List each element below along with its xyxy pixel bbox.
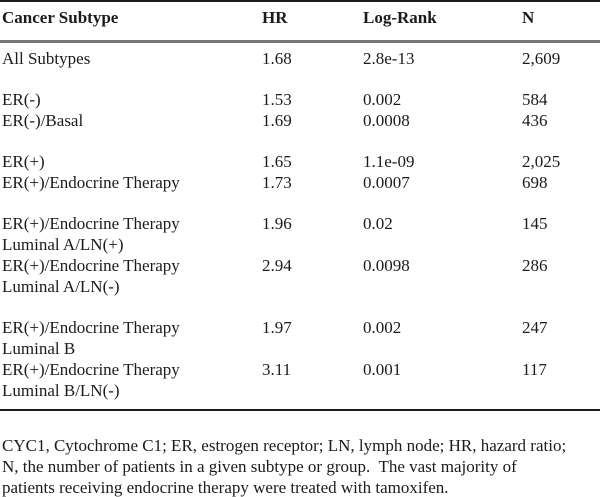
footnote-line: patients receiving endocrine therapy wer… <box>2 478 449 497</box>
footnote-line: CYC1, Cytochrome C1; ER, estrogen recept… <box>2 436 567 455</box>
cell-log-rank: 0.0007 <box>363 173 410 192</box>
cell-n: 286 <box>522 256 548 275</box>
table-row: All Subtypes 1.68 2.8e-13 2,609 <box>2 48 600 69</box>
cell-cancer-subtype: ER(+)/Endocrine Therapy <box>2 172 262 193</box>
cell-hr: 1.97 <box>262 318 292 337</box>
cell-log-rank: 2.8e-13 <box>363 49 415 68</box>
table-row: ER(+)/Endocrine Therapy Luminal B/LN(-) 3.… <box>2 359 600 401</box>
cell-cancer-subtype: ER(+)/Endocrine Therapy Luminal B/LN(-) <box>2 359 262 401</box>
cell-log-rank: 0.0098 <box>363 256 410 275</box>
cell-hr: 1.96 <box>262 214 292 233</box>
cell-cancer-subtype: ER(+)/Endocrine Therapy Luminal A/LN(+) <box>2 213 262 255</box>
cell-log-rank: 0.002 <box>363 318 402 337</box>
cell-cancer-subtype: All Subtypes <box>2 48 262 69</box>
cell-cancer-subtype: ER(+)/Endocrine Therapy Luminal A/LN(-) <box>2 255 262 297</box>
cell-hr: 1.53 <box>262 90 292 109</box>
subtype-label-line: Luminal A/LN(+) <box>2 235 124 254</box>
survival-results-table: Cancer Subtype HR Log-Rank N All Subtype… <box>0 0 600 411</box>
table-row: ER(+)/Endocrine Therapy Luminal A/LN(-) 2.… <box>2 255 600 297</box>
table-row: ER(-) 1.53 0.002 584 <box>2 89 600 110</box>
header-cancer-subtype: Cancer Subtype <box>2 8 119 27</box>
cell-log-rank: 1.1e-09 <box>363 152 415 171</box>
table-row: ER(-)/Basal 1.69 0.0008 436 <box>2 110 600 131</box>
cell-hr: 1.65 <box>262 152 292 171</box>
header-log-rank: Log-Rank <box>363 8 437 27</box>
cell-log-rank: 0.001 <box>363 360 402 379</box>
table-row: ER(+)/Endocrine Therapy Luminal A/LN(+) 1.… <box>2 213 600 255</box>
cell-n: 698 <box>522 173 548 192</box>
cell-hr: 1.73 <box>262 173 292 192</box>
subtype-label-line: Luminal A/LN(-) <box>2 277 120 296</box>
cell-hr: 1.68 <box>262 49 292 68</box>
cell-cancer-subtype: ER(+)/Endocrine Therapy Luminal B <box>2 317 262 359</box>
subtype-label-line: ER(+)/Endocrine Therapy <box>2 360 180 379</box>
footnote-line: N, the number of patients in a given sub… <box>2 457 517 476</box>
subtype-label-line: ER(+)/Endocrine Therapy <box>2 214 180 233</box>
cell-log-rank: 0.0008 <box>363 111 410 130</box>
table-row: ER(+)/Endocrine Therapy 1.73 0.0007 698 <box>2 172 600 193</box>
cell-hr: 2.94 <box>262 256 292 275</box>
cell-log-rank: 0.002 <box>363 90 402 109</box>
table-header-row: Cancer Subtype HR Log-Rank N <box>0 2 600 43</box>
subtype-label-line: ER(-) <box>2 90 41 109</box>
table-row: ER(+) 1.65 1.1e-09 2,025 <box>2 151 600 172</box>
cell-n: 117 <box>522 360 547 379</box>
subtype-label-line: ER(+) <box>2 152 45 171</box>
cell-log-rank: 0.02 <box>363 214 393 233</box>
cell-hr: 3.11 <box>262 360 292 379</box>
subtype-label-line: All Subtypes <box>2 49 91 68</box>
subtype-label-line: Luminal B/LN(-) <box>2 381 120 400</box>
cell-cancer-subtype: ER(-)/Basal <box>2 110 262 131</box>
cell-n: 247 <box>522 318 548 337</box>
header-hr: HR <box>262 8 288 27</box>
table-row: ER(+)/Endocrine Therapy Luminal B 1.97 0.00… <box>2 317 600 359</box>
table-body: All Subtypes 1.68 2.8e-13 2,609 ER(-) 1.53 0.0… <box>0 43 600 411</box>
subtype-label-line: Luminal B <box>2 339 76 358</box>
subtype-label-line: ER(+)/Endocrine Therapy <box>2 256 180 275</box>
cell-n: 2,025 <box>522 152 561 171</box>
cell-cancer-subtype: ER(-) <box>2 89 262 110</box>
table-footnote: CYC1, Cytochrome C1; ER, estrogen recept… <box>0 435 600 497</box>
cell-n: 2,609 <box>522 49 561 68</box>
cell-n: 584 <box>522 90 548 109</box>
cell-hr: 1.69 <box>262 111 292 130</box>
subtype-label-line: ER(+)/Endocrine Therapy <box>2 318 180 337</box>
cell-n: 436 <box>522 111 548 130</box>
header-n: N <box>522 8 535 27</box>
cell-n: 145 <box>522 214 548 233</box>
subtype-label-line: ER(+)/Endocrine Therapy <box>2 173 180 192</box>
cell-cancer-subtype: ER(+) <box>2 151 262 172</box>
subtype-label-line: ER(-)/Basal <box>2 111 84 130</box>
